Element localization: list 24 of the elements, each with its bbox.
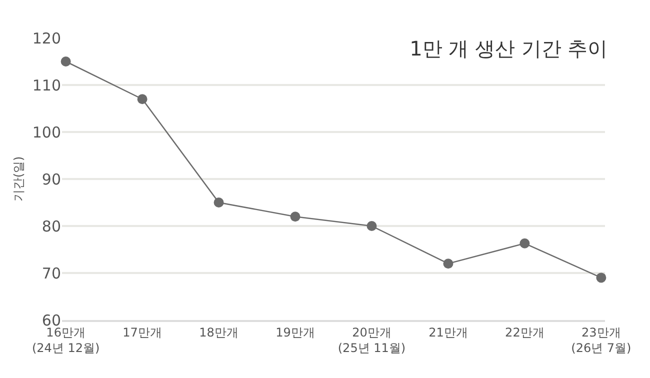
point [443,258,454,269]
point [596,272,606,283]
y-tick-label: 70 [42,264,61,282]
y-axis-title: 기간(일) [12,156,26,202]
y-tick-label: 90 [42,170,61,188]
point [520,238,530,248]
x-tick-label: 16만개 (24년 12월) [32,325,100,355]
x-tick-label: 18만개 [199,325,238,340]
point [137,94,148,104]
x-tick-label: 21만개 [428,325,468,340]
x-tick-label: 20만개 (25년 11월) [338,325,406,355]
x-tick-label: 22만개 [505,325,544,340]
x-tick-label: 19만개 [276,325,315,340]
chart-title: 1만 개 생산 기간 추이 [410,36,608,61]
y-tick-label: 100 [32,123,61,142]
point [60,56,71,66]
x-tick-label: 17만개 [122,325,162,340]
point [214,198,224,208]
y-tick-label: 120 [32,29,61,48]
point [366,221,377,231]
point [290,212,300,222]
x-tick-label: 23만개 (26년 7월) [571,325,632,355]
y-tick-label: 80 [42,217,61,236]
y-tick-label: 110 [32,76,61,94]
